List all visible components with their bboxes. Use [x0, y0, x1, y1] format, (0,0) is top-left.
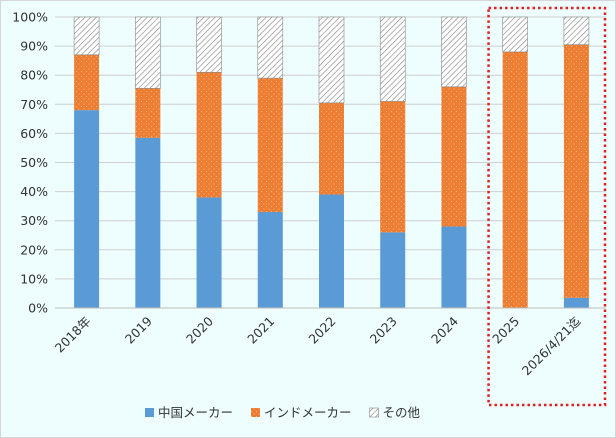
x-category-label: 2019 — [122, 313, 155, 346]
bar-segment — [257, 211, 283, 308]
y-tick-label: 90% — [20, 39, 48, 54]
y-tick-label: 80% — [20, 68, 48, 83]
bar-segment — [380, 232, 406, 308]
bar-segment — [74, 54, 100, 111]
bar-segment — [257, 16, 284, 79]
x-category-label: 2020 — [183, 313, 216, 346]
bar-segment — [196, 197, 222, 308]
legend-label: インドメーカー — [264, 405, 352, 420]
bar-segment — [74, 110, 100, 309]
legend-swatch — [251, 408, 261, 417]
bar-segment — [196, 16, 222, 73]
legend-swatch — [145, 408, 154, 417]
y-tick-label: 30% — [20, 213, 48, 228]
bars — [73, 16, 590, 309]
bar-segment — [135, 16, 161, 89]
bar-segment — [563, 16, 590, 45]
x-category-label: 2023 — [367, 314, 400, 347]
y-axis-ticks: 0% 10% 20% 30% 40% 50% 60% 70% 80% 90% 100% — [12, 10, 48, 316]
bar-segment — [502, 16, 528, 53]
y-tick-label: 70% — [20, 97, 48, 112]
x-category-label: 2024 — [428, 313, 461, 346]
bar-segment — [257, 78, 283, 212]
bar-segment — [441, 86, 467, 227]
bar-segment — [135, 88, 161, 138]
bar-segment — [319, 102, 344, 195]
legend-label: 中国メーカー — [158, 405, 233, 420]
bar-segment — [318, 16, 345, 104]
bar-segment — [135, 137, 161, 308]
bar-segment — [73, 16, 100, 56]
x-axis-labels: 2018年 2019 2020 2021 2022 2023 2024 20252026/4/… — [52, 313, 584, 378]
x-category-label: 2018年 — [52, 314, 94, 356]
legend: 中国メーカー インドメーカー その他 — [145, 405, 421, 420]
y-tick-label: 50% — [20, 155, 48, 170]
bar-segment — [441, 16, 467, 88]
x-category-label: 2026/4/21迄 — [519, 313, 584, 378]
y-tick-label: 0% — [28, 301, 48, 316]
y-tick-label: 100% — [12, 10, 48, 25]
bar-segment — [441, 226, 467, 308]
y-tick-label: 10% — [20, 271, 48, 286]
x-category-label: 2025 — [489, 314, 522, 347]
y-tick-label: 40% — [20, 184, 48, 199]
y-tick-label: 60% — [20, 126, 48, 141]
bar-segment — [380, 101, 406, 233]
bar-segment — [319, 194, 344, 308]
legend-label: その他 — [383, 405, 421, 420]
highlight-box-rect — [487, 6, 607, 407]
highlight-box — [487, 6, 607, 407]
x-category-label: 2022 — [306, 314, 339, 347]
bar-segment — [502, 51, 528, 309]
bar-segment — [563, 297, 589, 308]
bar-segment — [379, 16, 406, 102]
bar-segment — [196, 72, 222, 198]
y-tick-label: 20% — [20, 242, 48, 257]
bar-segment — [563, 44, 589, 298]
legend-swatch — [369, 407, 379, 418]
x-category-label: 2021 — [244, 314, 277, 347]
